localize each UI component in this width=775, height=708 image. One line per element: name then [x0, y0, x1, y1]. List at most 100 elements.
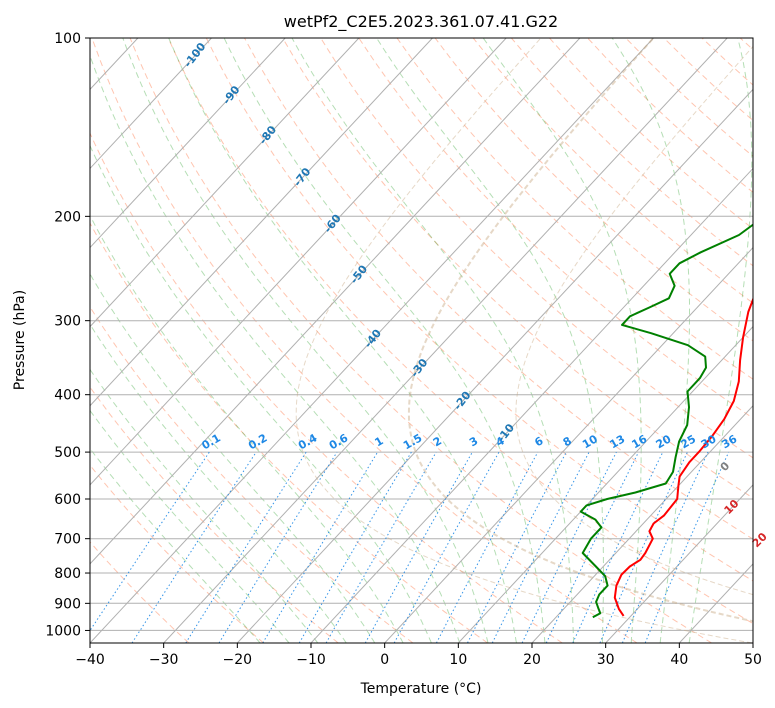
- dry-adiabat: [739, 38, 753, 51]
- mixing-ratio-label: 0.4: [296, 431, 320, 452]
- dewpoint-profile-line: [579, 223, 753, 619]
- x-tick-label: 20: [523, 652, 541, 668]
- moist-adiabat: [90, 368, 319, 643]
- dry-adiabat: [320, 38, 753, 459]
- mixing-ratio-label: 0.1: [199, 431, 222, 452]
- isotherm: [236, 88, 753, 643]
- chart-title: wetPf2_C2E5.2023.361.07.41.G22: [284, 12, 558, 32]
- y-tick-label: 100: [54, 31, 81, 47]
- reference-curve: [515, 45, 753, 596]
- isotherm: [678, 563, 753, 643]
- mixing-ratio-label: 2: [431, 434, 444, 449]
- dry-adiabat: [167, 38, 753, 625]
- reference-curve: [407, 38, 753, 623]
- isotherm: [163, 38, 728, 643]
- mixing-ratio-label: 1: [372, 434, 385, 449]
- x-tick-label: 0: [380, 652, 389, 668]
- dry-adiabat: [90, 386, 339, 643]
- dry-adiabat: [205, 38, 753, 582]
- mixing-ratio-line: [364, 451, 473, 643]
- moist-adiabat-label: 0: [718, 459, 733, 474]
- dry-adiabat: [701, 38, 753, 86]
- isotherm: [0, 38, 64, 643]
- moist-adiabat: [90, 272, 376, 643]
- isotherm: [90, 38, 433, 407]
- y-axis-label: Pressure (hPa): [12, 290, 28, 390]
- dry-adiabat: [90, 541, 190, 643]
- mixing-ratio-line: [621, 451, 709, 643]
- x-tick-label: −30: [149, 652, 179, 668]
- dry-adiabat: [90, 222, 488, 643]
- mixing-ratio-line: [599, 451, 688, 643]
- moist-adiabat: [291, 38, 575, 643]
- moist-adiabat: [376, 38, 604, 643]
- y-tick-label: 500: [54, 445, 81, 461]
- axis-ticks: −40 −30 −20 −10 0 10 20 30 40 5010020030040050060…: [45, 31, 762, 668]
- mixing-ratio-line: [185, 451, 307, 643]
- moist-adiabat: [223, 38, 546, 643]
- isotherm: [90, 38, 654, 643]
- moist-adiabat: [90, 214, 404, 643]
- mixing-ratio-label: 20: [654, 432, 674, 451]
- dry-adiabat: [434, 38, 753, 342]
- isotherm: [90, 38, 360, 328]
- moist-adiabat: [122, 38, 489, 643]
- isotherm: [457, 325, 753, 643]
- x-tick-label: −10: [296, 652, 326, 668]
- dry-adiabat: [90, 132, 563, 643]
- x-tick-label: 50: [744, 652, 762, 668]
- dry-adiabat: [129, 38, 712, 643]
- dry-adiabat: [282, 38, 753, 499]
- isotherm: [90, 38, 507, 486]
- moist-adiabat: [90, 144, 432, 643]
- isotherm: [531, 404, 753, 643]
- temperature-profile-line: [613, 296, 753, 617]
- mixing-ratio-label: 0.2: [246, 431, 269, 452]
- mixing-ratio-label: 3: [467, 434, 480, 449]
- mixing-ratio-line: [393, 451, 500, 643]
- moist-adiabat: [90, 323, 347, 643]
- mixing-ratio-line: [491, 451, 590, 643]
- x-axis-label: Temperature (°C): [360, 681, 482, 697]
- dry-adiabat: [663, 38, 753, 122]
- isotherm: [384, 246, 753, 643]
- mixing-ratio-line: [218, 451, 338, 643]
- y-tick-label: 300: [54, 314, 81, 330]
- dry-adiabat: [587, 38, 753, 193]
- mixing-ratio-label: 16: [629, 432, 649, 451]
- moist-adiabat: [482, 38, 642, 643]
- dry-adiabat: [90, 306, 414, 643]
- dry-adiabat: [90, 464, 264, 643]
- isotherm: [90, 38, 212, 170]
- y-tick-label: 900: [54, 596, 81, 612]
- mixing-ratio-line: [521, 451, 617, 643]
- isotherm: [90, 38, 286, 249]
- background-lines: [0, 38, 753, 643]
- y-tick-label: 600: [54, 492, 81, 508]
- x-tick-label: 30: [597, 652, 615, 668]
- reference-curve: [295, 38, 753, 643]
- profile-lines: [579, 223, 753, 619]
- mixing-ratio-line: [262, 451, 379, 643]
- moist-adiabat: [688, 38, 753, 643]
- mixing-ratio-label: 6: [532, 434, 545, 449]
- mixing-ratio-label: 13: [607, 432, 627, 451]
- mixing-ratio-label: 0.6: [327, 431, 351, 452]
- dry-adiabat: [244, 38, 753, 540]
- moist-adiabat: [611, 38, 690, 643]
- mixing-ratio-line: [131, 451, 257, 643]
- moist-adiabat: [90, 54, 461, 643]
- mixing-ratio-label: 1.5: [401, 431, 424, 452]
- moist-adiabat: [90, 409, 290, 643]
- mixing-ratio-line: [435, 451, 539, 643]
- y-tick-label: 400: [54, 388, 81, 404]
- y-tick-label: 1000: [45, 623, 81, 639]
- y-tick-label: 800: [54, 566, 81, 582]
- x-tick-label: −20: [223, 652, 253, 668]
- dry-adiabat: [91, 38, 638, 643]
- mixing-ratio-line: [298, 451, 412, 643]
- mixing-ratio-line: [90, 451, 210, 632]
- moist-adiabat: [168, 38, 517, 643]
- dry-adiabat: [396, 38, 753, 380]
